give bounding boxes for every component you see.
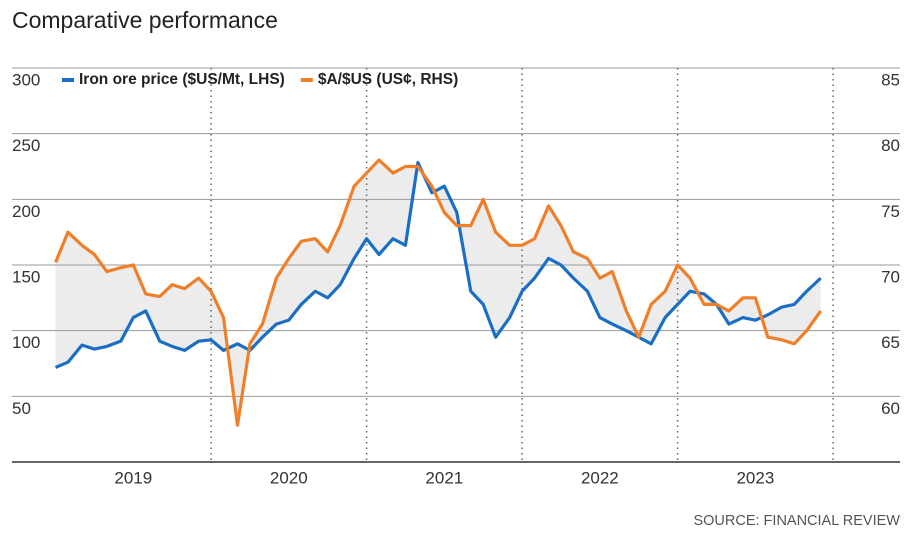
y2-tick-label: 65	[881, 333, 900, 352]
y2-tick-label: 80	[881, 136, 900, 155]
y-tick-label: 200	[12, 202, 40, 221]
y2-tick-label: 75	[881, 202, 900, 221]
legend-label: Iron ore price ($US/Mt, LHS)	[79, 71, 285, 88]
legend-label: $A/$US (US¢, RHS)	[318, 71, 458, 88]
x-tick-label: 2019	[114, 468, 152, 487]
x-tick-label: 2020	[270, 468, 308, 487]
y-tick-label: 50	[12, 399, 31, 418]
x-tick-label: 2023	[736, 468, 774, 487]
source: SOURCE: FINANCIAL REVIEW	[693, 513, 900, 529]
y2-tick-label: 60	[881, 399, 900, 418]
y-tick-label: 100	[12, 333, 40, 352]
series-line	[54, 160, 822, 369]
x-tick-label: 2022	[581, 468, 619, 487]
x-tick-label: 2021	[425, 468, 463, 487]
chart-title: Comparative performance	[12, 7, 278, 33]
series-line	[54, 158, 822, 427]
y-tick-label: 250	[12, 136, 40, 155]
y-tick-label: 150	[12, 267, 40, 286]
y2-tick-label: 85	[881, 70, 900, 89]
y-tick-label: 300	[12, 70, 40, 89]
y2-tick-label: 70	[881, 267, 900, 286]
